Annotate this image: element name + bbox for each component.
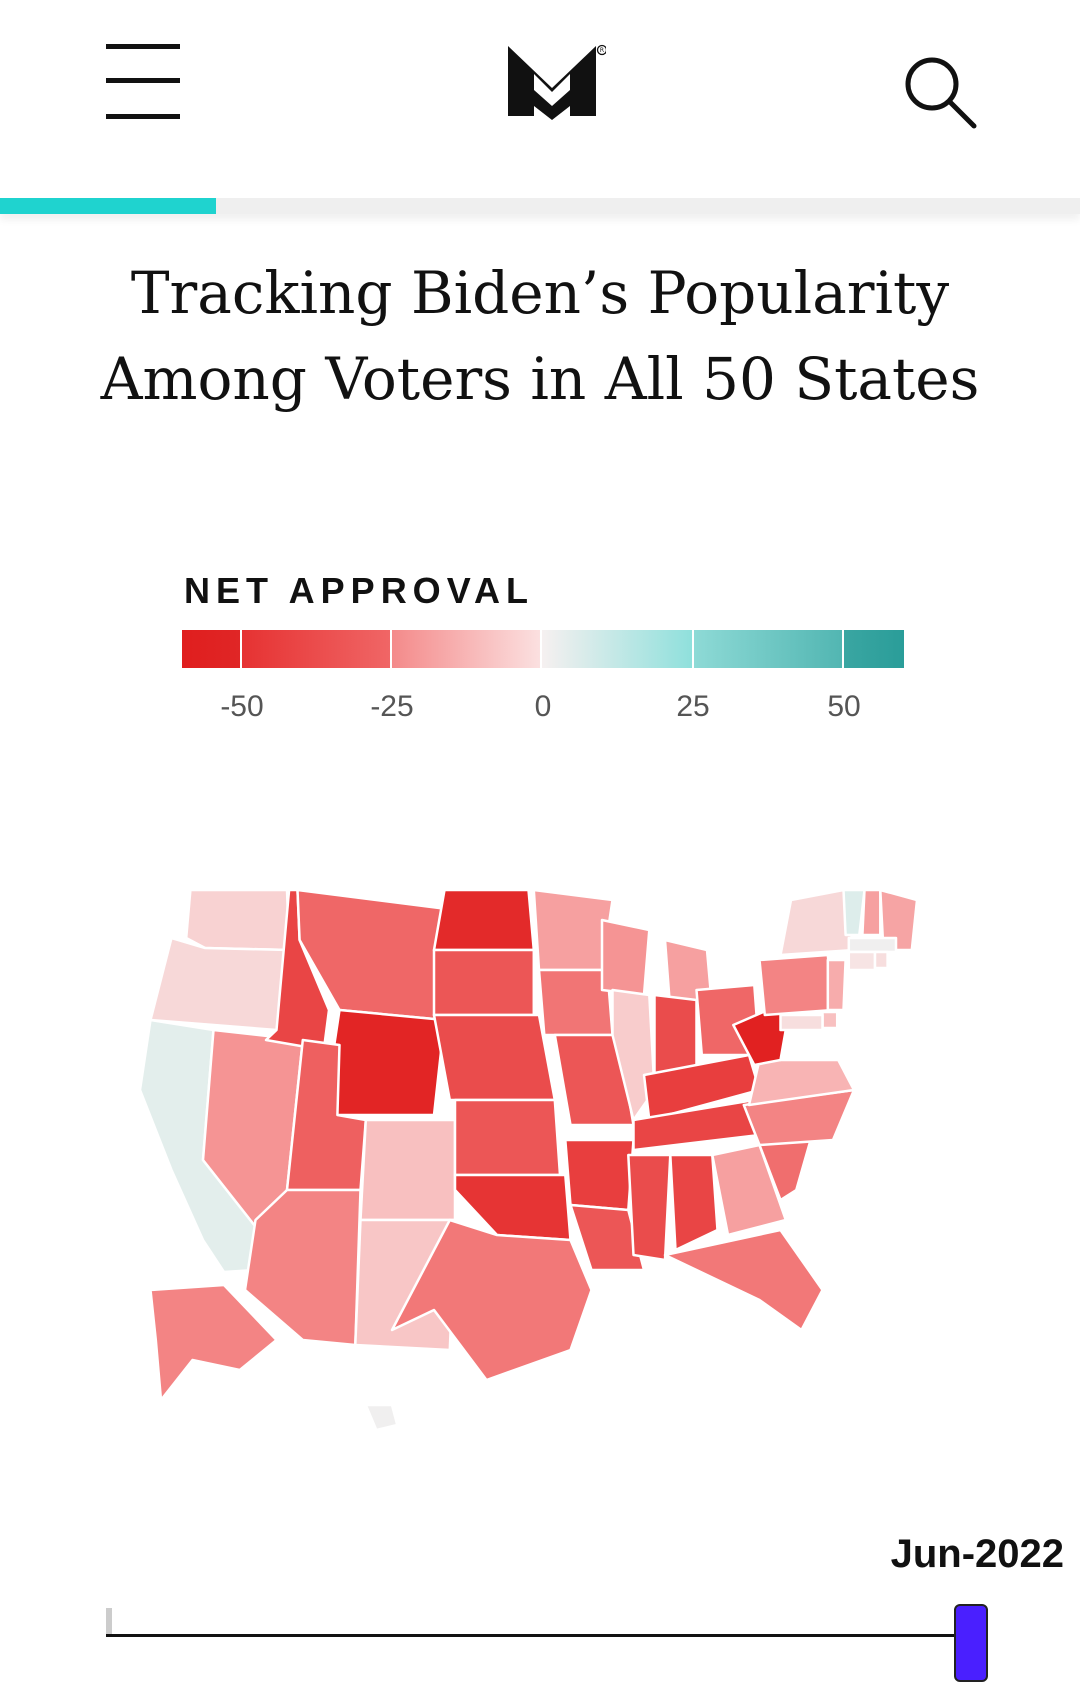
timeline-slider-thumb[interactable] [954,1604,988,1682]
legend-tick-label: -50 [220,690,264,723]
state-vt[interactable] [842,888,866,937]
legend-tick-labels: -50 -25 0 25 50 [182,690,904,730]
state-ks[interactable] [453,1098,562,1177]
state-ms[interactable] [627,1153,672,1262]
state-sd[interactable] [432,948,536,1017]
state-nj[interactable] [826,958,847,1012]
legend-segment [182,630,240,668]
legend-tick-label: -25 [370,690,414,723]
state-de[interactable] [821,1010,839,1030]
reading-progress-fill [0,198,216,214]
state-md[interactable] [779,1013,824,1032]
hamburger-menu-icon[interactable] [106,44,180,120]
state-va[interactable] [747,1058,856,1107]
state-ri[interactable] [873,950,889,970]
timeline-slider[interactable] [106,1600,996,1690]
timeline-start-marker [106,1608,112,1636]
timeline-slider-track[interactable] [106,1634,966,1637]
state-ak[interactable] [149,1283,278,1402]
legend-segment [542,630,692,668]
legend-segment [242,630,390,668]
state-hi[interactable] [364,1403,399,1432]
state-pa[interactable] [758,953,835,1017]
state-wy[interactable] [322,1008,446,1117]
state-ga[interactable] [711,1143,788,1237]
state-or[interactable] [149,936,291,1032]
state-ct[interactable] [847,950,877,972]
us-states-choropleth-map [138,888,919,1432]
state-il[interactable] [611,988,656,1122]
state-nm[interactable] [354,1218,457,1352]
page-title-line-2: Among Voters in All 50 States [100,345,980,413]
state-wi[interactable] [600,918,651,997]
state-nh[interactable] [861,888,882,937]
legend-tick-label: 0 [534,690,552,723]
m-logo-icon[interactable]: R [506,44,606,120]
state-al[interactable] [669,1153,719,1252]
site-header: R [0,0,1080,198]
state-ne[interactable] [432,1013,557,1102]
page-title: Tracking Biden’s Popularity Among Voters… [60,250,1020,422]
state-tx[interactable] [390,1218,593,1382]
legend-segment [392,630,540,668]
legend-segment [694,630,842,668]
reading-progress-bar [0,198,1080,214]
legend-segment [844,630,904,668]
state-me[interactable] [879,888,919,952]
state-wa[interactable] [184,888,291,952]
svg-text:R: R [600,47,604,54]
state-ar[interactable] [564,1138,635,1212]
state-in[interactable] [653,993,698,1077]
timeline-date-label: Jun-2022 [890,1532,1064,1576]
state-fl[interactable] [663,1228,824,1332]
legend-color-scale [182,630,904,668]
state-co[interactable] [359,1118,457,1222]
state-az[interactable] [243,1188,362,1347]
state-la[interactable] [569,1203,646,1272]
state-mn[interactable] [532,888,614,972]
legend-tick-label: 25 [676,690,710,723]
state-nd[interactable] [432,888,536,952]
legend-tick-label: 50 [827,690,861,723]
page-title-line-1: Tracking Biden’s Popularity [130,259,950,327]
legend-title: NET APPROVAL [184,570,535,611]
search-icon[interactable] [904,56,980,132]
state-ma[interactable] [847,936,898,954]
